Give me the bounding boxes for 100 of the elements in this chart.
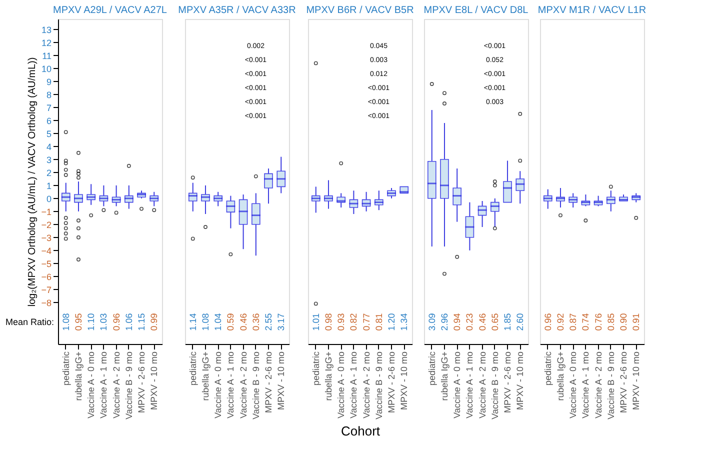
- x-tick-label: Vaccine A - 2 mo: [361, 352, 372, 418]
- x-tick-label: pediatric: [310, 351, 321, 386]
- y-tick-label: −5: [41, 258, 52, 269]
- x-tick-label: MPXV - 10 mo: [276, 352, 286, 410]
- chart-title: MPXV M1R / VACV L1R: [538, 5, 646, 16]
- x-tick-label: Vaccine B - 9 mo: [250, 352, 261, 420]
- annotation: 1.15: [136, 313, 147, 331]
- x-tick-label: Vaccine A - 0 mo: [86, 352, 96, 418]
- x-tick-label: Vaccine A - 0 mo: [568, 352, 578, 418]
- annotation: 0.46: [238, 313, 248, 331]
- chart-title: MPXV A29L / VACV A27L: [53, 5, 168, 16]
- chart-title: MPXV B6R / VACV B5R: [306, 5, 414, 16]
- annotation: 2.60: [515, 313, 526, 331]
- annotation: 0.90: [618, 313, 629, 331]
- x-tick-label: pediatric: [60, 351, 71, 386]
- annotation: 0.59: [226, 313, 236, 331]
- annotation: 1.08: [200, 313, 210, 331]
- y-tick-label: 12: [41, 38, 52, 48]
- annotation: 0.92: [555, 313, 566, 331]
- y-tick-label: 6: [46, 116, 52, 126]
- x-tick-label: MPXV - 10 mo: [515, 352, 526, 410]
- y-tick-label: 7: [46, 102, 52, 113]
- annotation: 0.99: [149, 313, 160, 331]
- y-tick-label: −6: [41, 272, 52, 282]
- y-tick-label: 10: [41, 64, 52, 74]
- y-axis-title: log₂(MPXV Ortholog (AU/mL) / VACV Ortholog (AU/mL)): [27, 57, 38, 307]
- x-tick-label: MPXV - 10 mo: [399, 352, 410, 410]
- y-tick-label: −8: [41, 298, 52, 308]
- x-tick-label: Vaccine A - 0 mo: [336, 352, 346, 418]
- chart-title: MPXV A35R / VACV A33R: [178, 5, 296, 16]
- annotation: 1.03: [98, 313, 109, 331]
- x-tick-label: Vaccine A - 2 mo: [111, 352, 122, 418]
- annotation: 0.96: [542, 313, 553, 331]
- y-tick-label: 13: [41, 24, 52, 35]
- x-tick-label: Vaccine A - 1 mo: [226, 352, 236, 418]
- text: Mean Ratio:: [5, 317, 54, 327]
- annotation: 0.91: [631, 313, 642, 331]
- annotation: 0.98: [323, 313, 334, 331]
- x-tick-label: MPXV - 2-6 mo: [136, 352, 147, 414]
- x-tick-label: rubella IgG+: [73, 352, 84, 401]
- annotation: 1.01: [310, 313, 321, 331]
- annotation: 0.77: [361, 313, 372, 331]
- y-tick-label: 4: [46, 142, 52, 152]
- chart-title: MPXV E8L / VACV D8L: [424, 5, 529, 16]
- y-tick-label: 3: [46, 154, 52, 165]
- annotation: 2.96: [439, 313, 450, 331]
- annotation: 0.95: [73, 313, 84, 331]
- annotation: 1.34: [399, 313, 410, 331]
- x-tick-label: pediatric: [426, 351, 437, 386]
- annotation: 1.14: [188, 313, 198, 331]
- x-tick-label: pediatric: [188, 351, 198, 386]
- annotation: 0.23: [464, 313, 475, 331]
- x-tick-label: Vaccine A - 1 mo: [464, 352, 475, 418]
- annotation: 3.09: [426, 313, 437, 331]
- x-tick-label: rubella IgG+: [555, 352, 566, 401]
- y-tick-label: −7: [41, 284, 52, 295]
- annotation: 0.36: [250, 313, 261, 331]
- y-tick-label: −2: [41, 220, 52, 230]
- x-tick-label: Vaccine B - 9 mo: [606, 352, 616, 420]
- x-tick-label: MPXV - 2-6 mo: [264, 352, 274, 414]
- y-tick-label: 2: [46, 168, 52, 178]
- y-tick-label: 5: [46, 128, 52, 139]
- annotation: 0.93: [336, 313, 346, 331]
- y-tick-label: 11: [42, 50, 52, 61]
- annotation: 1.06: [124, 313, 134, 331]
- annotation: 0.82: [348, 313, 359, 331]
- x-tick-label: MPXV - 10 mo: [631, 352, 642, 410]
- annotation: 0.74: [580, 313, 591, 331]
- x-tick-label: Vaccine A - 1 mo: [348, 352, 359, 418]
- x-tick-label: rubella IgG+: [200, 352, 210, 401]
- annotation: 1.85: [502, 313, 513, 331]
- y-tick-label: −1: [41, 206, 52, 217]
- annotation: 0.96: [111, 313, 122, 331]
- x-tick-label: Vaccine A - 0 mo: [213, 352, 224, 418]
- y-tick-label: 1: [46, 180, 52, 191]
- y-tick-label: −4: [41, 246, 52, 256]
- x-tick-label: rubella IgG+: [439, 352, 450, 401]
- annotation: 3.17: [276, 313, 286, 331]
- x-tick-label: MPXV - 2-6 mo: [386, 352, 397, 414]
- x-tick-label: MPXV - 10 mo: [149, 352, 160, 410]
- annotation: 1.08: [60, 313, 71, 331]
- y-tick-label: −3: [41, 232, 52, 243]
- x-axis-title: Cohort: [340, 423, 380, 438]
- annotation: 2.55: [264, 313, 274, 331]
- y-tick-label: 8: [46, 90, 52, 100]
- annotation: 1.20: [386, 313, 397, 331]
- x-tick-label: Vaccine B - 9 mo: [490, 352, 500, 420]
- annotation: 0.81: [374, 313, 384, 331]
- x-tick-label: Vaccine B - 9 mo: [124, 352, 134, 420]
- x-tick-label: MPXV - 2-6 mo: [618, 352, 629, 414]
- x-tick-label: Vaccine A - 2 mo: [477, 352, 488, 418]
- y-tick-label: 0: [46, 194, 52, 204]
- x-tick-label: Vaccine A - 2 mo: [593, 352, 604, 418]
- x-tick-label: Vaccine A - 2 mo: [238, 352, 248, 418]
- x-tick-label: pediatric: [542, 351, 553, 386]
- x-tick-label: Vaccine A - 1 mo: [580, 352, 591, 418]
- annotation: 0.85: [606, 313, 616, 331]
- annotation: 0.76: [593, 313, 604, 331]
- x-tick-label: rubella IgG+: [323, 352, 334, 401]
- x-tick-label: Vaccine A - 1 mo: [98, 352, 109, 418]
